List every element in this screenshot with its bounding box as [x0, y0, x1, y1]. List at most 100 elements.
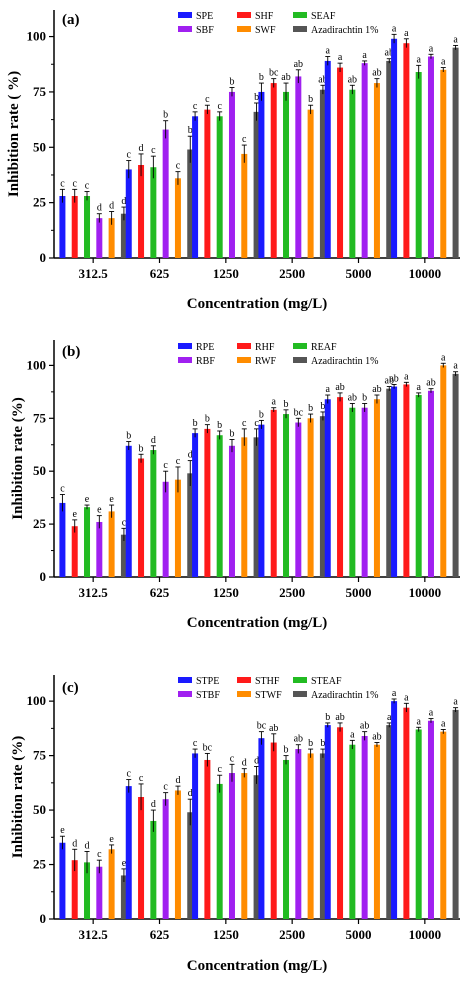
- x-tick-label: 625: [150, 266, 170, 281]
- significance-letter: c: [122, 517, 127, 528]
- x-tick-label: 312.5: [79, 266, 109, 281]
- y-axis-title: Inhibition rate (%): [10, 736, 26, 859]
- bar: [228, 445, 235, 577]
- significance-letter: c: [60, 178, 65, 189]
- significance-letter: c: [163, 782, 168, 793]
- bar: [295, 422, 302, 577]
- bar: [253, 437, 260, 577]
- significance-letter: c: [72, 178, 77, 189]
- bar: [403, 384, 410, 577]
- significance-letter: b: [259, 409, 264, 420]
- bar: [373, 744, 380, 919]
- bar: [138, 797, 145, 919]
- significance-letter: c: [242, 418, 247, 429]
- bar: [216, 116, 223, 259]
- significance-letter: c: [193, 101, 198, 112]
- x-tick-label: 1250: [213, 266, 239, 281]
- significance-letter: c: [242, 134, 247, 145]
- legend-swatch: [293, 343, 307, 349]
- bar: [427, 56, 434, 258]
- significance-letter: c: [193, 738, 198, 749]
- bar: [283, 91, 290, 258]
- bar: [125, 169, 132, 258]
- bar: [162, 129, 169, 258]
- x-tick-label: 2500: [279, 266, 305, 281]
- legend-swatch: [293, 677, 307, 683]
- x-tick-label: 2500: [279, 585, 305, 600]
- bar: [415, 395, 422, 577]
- bar: [324, 60, 331, 258]
- bar: [319, 416, 326, 577]
- legend-swatch: [178, 343, 192, 349]
- y-tick-label: 75: [33, 84, 47, 99]
- x-axis-title: Concentration (mg/L): [187, 296, 327, 312]
- legend-label: STBF: [196, 690, 220, 701]
- bar: [386, 60, 393, 258]
- significance-letter: c: [97, 849, 102, 860]
- bar: [373, 399, 380, 577]
- significance-letter: c: [85, 181, 90, 192]
- bar: [71, 860, 78, 919]
- legend-swatch: [293, 26, 307, 32]
- x-tick-label: 10000: [409, 927, 442, 942]
- bar: [108, 849, 115, 919]
- significance-letter: c: [127, 150, 132, 161]
- significance-letter: c: [60, 483, 65, 494]
- significance-letter: b: [229, 428, 234, 439]
- significance-letter: ab: [335, 382, 344, 393]
- significance-letter: b: [325, 712, 330, 723]
- y-tick-label: 0: [40, 569, 47, 584]
- legend-swatch: [178, 26, 192, 32]
- bar: [361, 736, 368, 919]
- legend-label: SEAF: [311, 11, 336, 22]
- significance-letter: d: [121, 196, 126, 207]
- significance-letter: ab: [372, 384, 381, 395]
- legend-label: REAF: [311, 342, 337, 353]
- legend-item: RBF: [178, 356, 215, 367]
- bar: [373, 83, 380, 258]
- bar: [391, 38, 398, 259]
- legend-swatch: [178, 691, 192, 697]
- chart-panel-1: 0 25 50 75 100 (a) SPE SHF SEAF SBF SWF Azadirachti…: [6, 10, 460, 312]
- significance-letter: a: [416, 54, 421, 65]
- significance-letter: a: [416, 716, 421, 727]
- x-tick-label: 5000: [346, 927, 372, 942]
- significance-letter: b: [193, 418, 198, 429]
- bar: [59, 502, 66, 577]
- x-tick-label: 1250: [213, 585, 239, 600]
- bar: [270, 83, 277, 258]
- bar: [361, 63, 368, 259]
- bar: [96, 218, 103, 258]
- y-tick-label: 0: [40, 250, 47, 265]
- x-tick-label: 5000: [346, 266, 372, 281]
- bar: [192, 433, 199, 577]
- significance-letter: ab: [348, 74, 357, 85]
- legend-item: Azadirachtin 1%: [293, 25, 378, 36]
- significance-letter: a: [453, 697, 458, 708]
- bar: [192, 116, 199, 259]
- significance-letter: e: [109, 834, 114, 845]
- legend-label: RBF: [196, 356, 215, 367]
- bar: [125, 786, 132, 919]
- bar: [187, 473, 194, 577]
- significance-letter: d: [139, 143, 144, 154]
- bar: [96, 521, 103, 577]
- bar: [71, 526, 78, 577]
- significance-letter: e: [72, 509, 77, 520]
- significance-letter: ab: [426, 378, 435, 389]
- bar: [307, 753, 314, 919]
- bar: [108, 218, 115, 258]
- bar: [71, 196, 78, 258]
- panel-label: (a): [62, 12, 80, 28]
- significance-letter: a: [404, 371, 409, 382]
- significance-letter: d: [72, 838, 77, 849]
- bar: [125, 445, 132, 577]
- significance-letter: c: [151, 145, 156, 156]
- legend-item: STHF: [237, 676, 280, 687]
- bar: [319, 89, 326, 258]
- bar: [120, 534, 127, 577]
- legend-swatch: [237, 691, 251, 697]
- legend-swatch: [178, 357, 192, 363]
- significance-letter: a: [441, 718, 446, 729]
- significance-letter: b: [205, 414, 210, 425]
